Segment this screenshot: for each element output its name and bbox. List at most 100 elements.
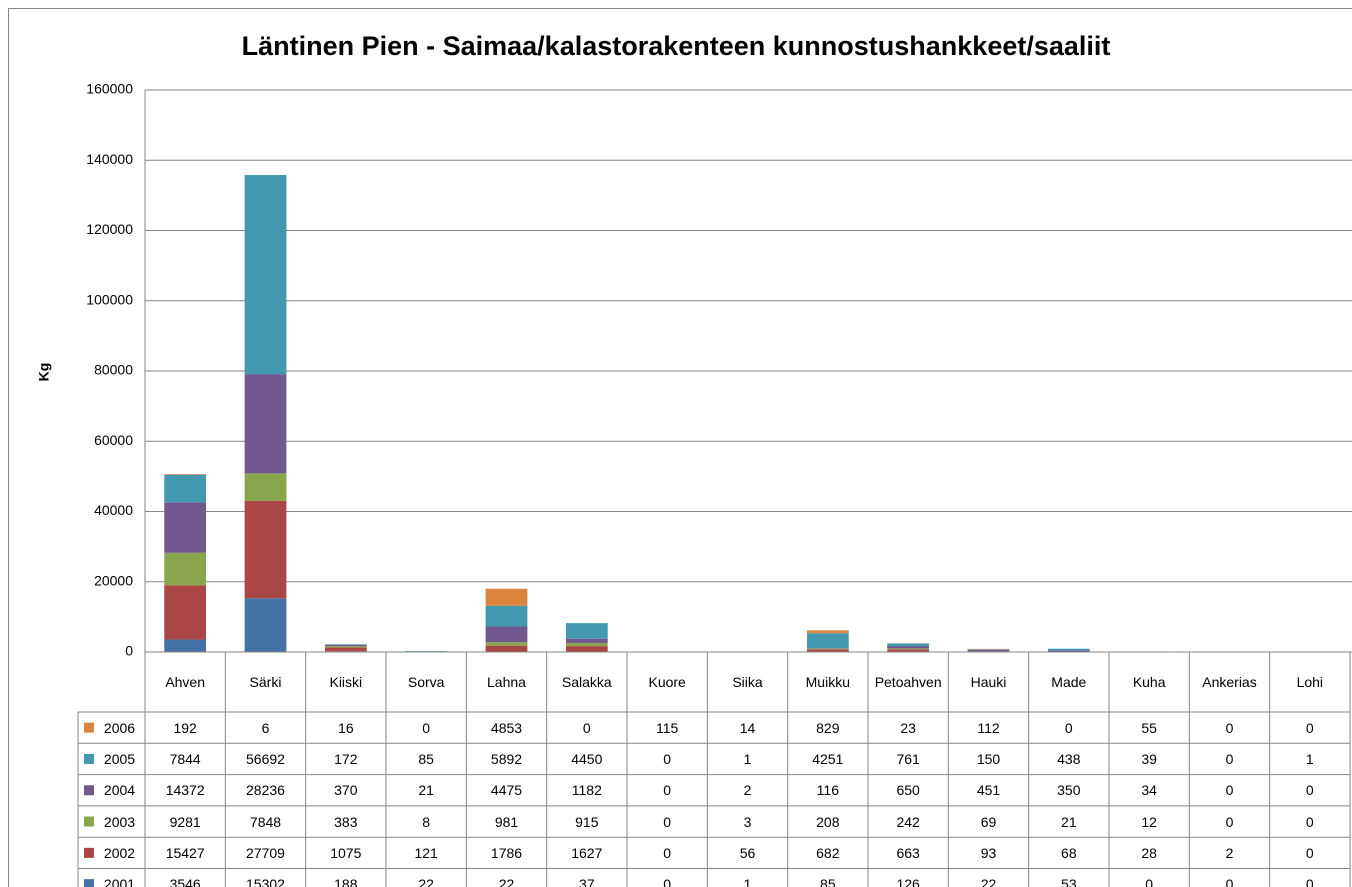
table-value: 53 [1061,876,1077,887]
bar-segment [164,502,207,553]
table-value: 4475 [490,782,523,799]
table-value: 22 [498,876,515,887]
legend-swatch [84,816,94,827]
table-value: 0 [1225,813,1234,830]
y-tick-label: 0 [125,643,133,659]
bar-segment [164,639,207,652]
table-value: 0 [1064,719,1073,736]
category-label: Kuore [648,674,686,690]
bar-segment [967,649,1010,652]
table-value: 121 [414,844,438,861]
table-value: 28236 [246,782,285,799]
table-value: 0 [1145,876,1154,887]
legend-swatch [84,722,94,733]
table-value: 115 [656,719,679,736]
table-value: 37 [579,876,595,887]
bar-segment [324,647,367,652]
table-value: 21 [418,782,434,799]
bar-segment [244,175,287,375]
table-value: 7844 [169,750,201,767]
bar-segment [485,626,528,643]
bar-segment [565,623,608,639]
category-label: Sorva [407,674,445,690]
category-label: Lohi [1296,674,1324,690]
y-tick-label: 20000 [94,572,133,588]
bar-segment [806,649,849,652]
table-value: 0 [663,782,672,799]
legend-swatch [84,753,94,764]
table-value: 1627 [571,844,603,861]
table-value: 112 [977,719,1000,736]
table-value: 126 [896,876,920,887]
table-value: 0 [1305,844,1314,861]
legend-label: 2006 [103,719,136,736]
table-value: 0 [582,719,591,736]
table-value: 15302 [246,876,285,887]
table-value: 3 [743,813,752,830]
bar-segment [806,633,849,649]
legend-label: 2005 [103,750,136,767]
table-value: 0 [1305,782,1314,799]
category-label: Hauki [970,674,1007,690]
legend-label: 2003 [103,813,136,830]
table-value: 438 [1057,750,1081,767]
category-label: Särki [249,674,282,690]
table-value: 85 [418,750,434,767]
table-value: 0 [663,750,672,767]
bar-segment [244,374,287,474]
table-value: 188 [334,876,358,887]
table-value: 22 [418,876,434,887]
table-value: 56692 [246,750,285,767]
y-tick-label: 80000 [94,362,133,378]
table-value: 0 [663,844,672,861]
category-label: Siika [732,674,763,690]
bar-segment [485,605,528,627]
y-tick-label: 40000 [94,502,133,518]
category-label: Salakka [561,674,612,690]
bar-segment [485,588,528,606]
bar-segment [887,648,930,650]
table-value: 0 [1225,750,1234,767]
table-value: 14 [739,719,756,736]
bar-segment [887,646,930,649]
bar-segment [887,649,930,652]
table-value: 350 [1057,782,1081,799]
table-value: 15427 [165,844,205,861]
table-value: 56 [739,844,756,861]
legend-label: 2001 [103,876,136,887]
table-value: 93 [980,844,997,861]
bar-segment [324,646,367,648]
bar-segment [1047,650,1090,652]
table-value: 1 [743,750,752,767]
table-value: 28 [1141,844,1157,861]
table-value: 0 [663,813,672,830]
table-value: 1 [743,876,752,887]
category-label: Ahven [165,674,206,690]
y-tick-label: 120000 [86,221,133,237]
bar-segment [565,646,608,652]
bar-segment [485,642,528,646]
bar-segment [887,643,930,647]
bar-segment [164,474,207,475]
table-value: 663 [896,844,920,861]
y-tick-label: 60000 [94,432,133,448]
table-value: 172 [334,750,358,767]
y-tick-label: 160000 [86,81,133,97]
y-tick-label: 100000 [86,291,133,307]
table-value: 1 [1305,750,1314,767]
legend-label: 2002 [103,844,136,861]
table-value: 5892 [490,750,523,767]
legend-label: 2004 [103,782,136,799]
y-tick-label: 140000 [86,151,133,167]
table-value: 4450 [571,750,603,767]
table-value: 451 [976,782,1001,799]
table-value: 1786 [490,844,523,861]
table-value: 242 [896,813,920,830]
table-value: 0 [422,719,431,736]
category-label: Made [1051,674,1087,690]
table-value: 21 [1061,813,1077,830]
legend-swatch [84,785,94,796]
table-value: 915 [575,813,599,830]
bar-segment [244,500,287,599]
